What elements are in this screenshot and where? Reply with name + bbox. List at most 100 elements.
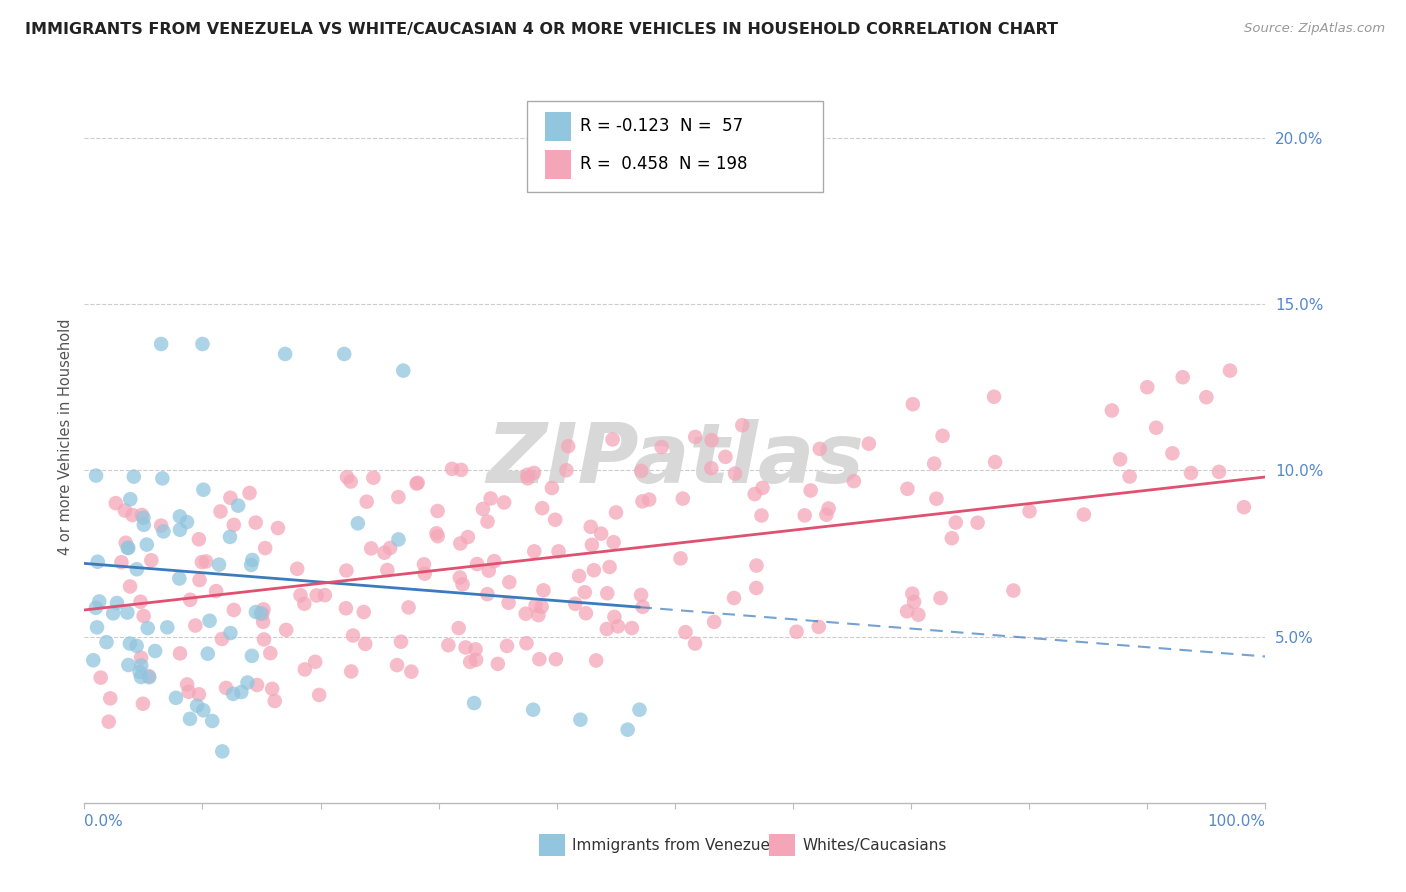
Point (478, 564, 501, 578)
Point (672, 491, 695, 506)
FancyBboxPatch shape (527, 101, 823, 192)
Bar (546, 150, 571, 179)
Point (605, 506, 627, 520)
Point (602, 433, 624, 447)
Point (179, 712, 201, 726)
Point (122, 469, 145, 483)
Point (929, 591, 952, 605)
Point (129, 670, 152, 684)
Point (669, 551, 692, 566)
Point (630, 588, 652, 602)
Point (1161, 446, 1184, 460)
Point (117, 541, 139, 555)
Point (529, 652, 551, 666)
Point (120, 492, 142, 507)
Point (177, 685, 200, 699)
Point (222, 603, 245, 617)
Point (267, 521, 290, 535)
Point (1233, 500, 1256, 515)
Point (731, 418, 754, 433)
Point (117, 541, 139, 555)
Point (150, 337, 173, 351)
Point (125, 562, 148, 576)
Point (138, 669, 160, 683)
Point (786, 624, 808, 639)
Point (96, 635, 118, 649)
Point (745, 558, 768, 573)
Point (188, 573, 211, 587)
Point (447, 621, 470, 635)
Point (219, 530, 242, 544)
Point (596, 622, 619, 636)
Point (1002, 583, 1025, 598)
Text: Immigrants from Venezuela: Immigrants from Venezuela (572, 838, 783, 853)
Point (815, 508, 838, 522)
Point (285, 562, 308, 576)
Point (454, 640, 477, 655)
Point (314, 588, 336, 602)
Point (449, 570, 471, 584)
Point (129, 595, 152, 609)
Point (745, 581, 768, 595)
Point (132, 697, 155, 711)
Point (683, 430, 706, 444)
Point (903, 595, 925, 609)
Point (498, 575, 520, 590)
Point (245, 516, 267, 530)
Point (581, 538, 603, 552)
Point (138, 670, 160, 684)
Point (531, 501, 554, 516)
Point (607, 619, 630, 633)
Point (547, 544, 569, 558)
Point (245, 605, 267, 619)
Point (522, 703, 544, 717)
Point (184, 618, 207, 632)
Point (82, 653, 104, 667)
Point (603, 610, 626, 624)
Point (465, 653, 488, 667)
Point (378, 541, 401, 555)
Point (413, 558, 436, 572)
Point (465, 557, 488, 571)
Point (931, 429, 953, 443)
Point (817, 501, 839, 516)
Point (1018, 504, 1040, 518)
Point (496, 639, 519, 653)
Point (132, 517, 155, 532)
Point (530, 599, 553, 614)
Point (84, 468, 107, 483)
Point (186, 698, 208, 713)
Point (406, 475, 429, 490)
Point (724, 467, 747, 481)
Point (807, 620, 830, 634)
Point (250, 607, 273, 621)
Point (252, 615, 274, 629)
Point (333, 347, 356, 361)
Point (252, 607, 274, 621)
Point (544, 652, 567, 666)
Point (274, 347, 297, 361)
Point (471, 502, 494, 516)
Point (516, 471, 538, 485)
Point (616, 723, 638, 737)
Point (165, 690, 187, 705)
Point (401, 665, 423, 679)
Point (575, 606, 598, 620)
Point (129, 658, 152, 673)
Point (591, 526, 613, 541)
Point (585, 653, 607, 667)
Point (896, 604, 918, 618)
Point (209, 504, 232, 518)
Point (169, 523, 191, 537)
Point (205, 584, 228, 599)
Point (236, 675, 259, 690)
Point (858, 436, 880, 450)
Point (339, 475, 361, 489)
Point (723, 591, 745, 605)
Point (385, 658, 408, 673)
Point (389, 634, 412, 648)
Point (305, 589, 328, 603)
Point (744, 487, 766, 501)
Point (222, 687, 245, 701)
Point (700, 434, 723, 448)
